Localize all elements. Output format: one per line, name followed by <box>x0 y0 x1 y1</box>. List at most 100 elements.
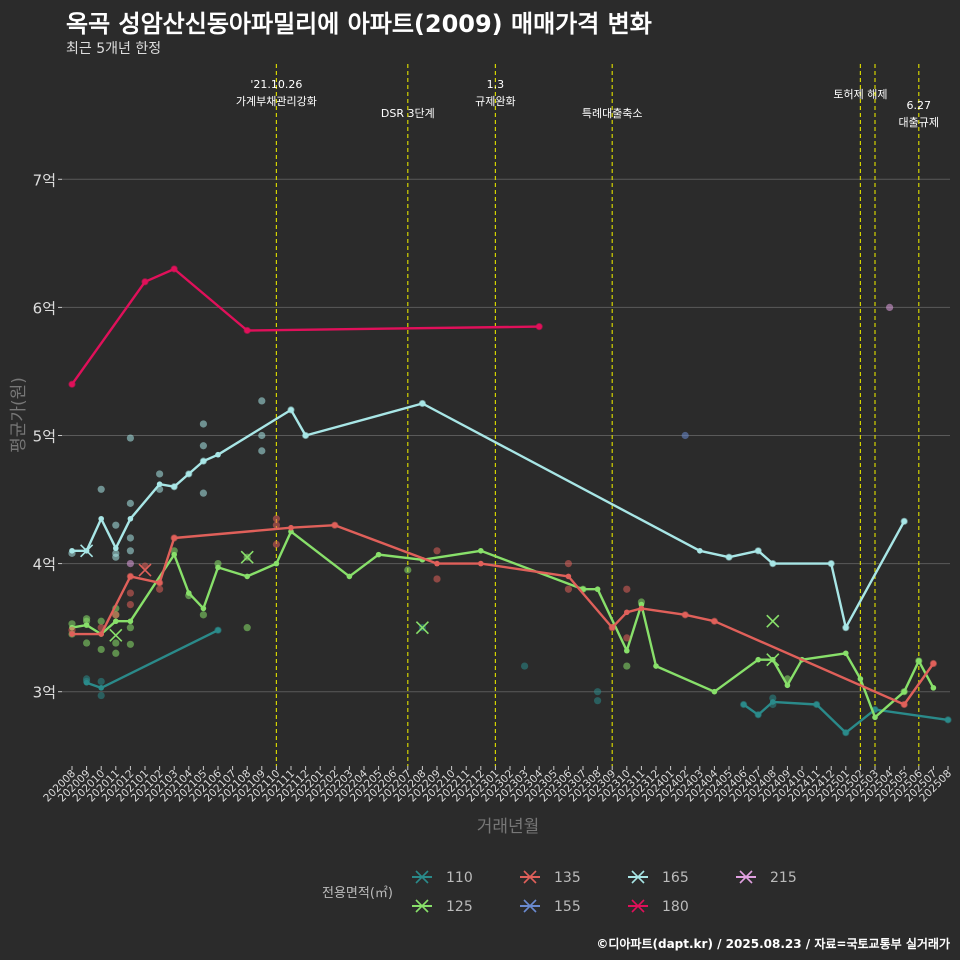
line-point <box>755 656 761 663</box>
event-label: 규제완화 <box>475 95 515 108</box>
event-label: 가계부채관리강화 <box>236 95 317 108</box>
series-line <box>71 530 935 719</box>
legend-item-135: 135 <box>520 870 581 886</box>
line-point <box>478 560 484 567</box>
legend-key-cross <box>415 870 429 884</box>
line-point <box>419 400 426 407</box>
line-point <box>653 663 659 669</box>
line-point <box>113 618 119 625</box>
line-point <box>930 685 937 691</box>
data-point <box>112 639 120 647</box>
line-point <box>244 573 250 580</box>
data-point <box>886 303 894 311</box>
line-point <box>755 711 761 718</box>
line-point <box>872 714 878 721</box>
line-point <box>828 560 834 567</box>
line-point <box>215 564 221 571</box>
data-point <box>272 515 280 523</box>
legend-label: 180 <box>662 899 689 915</box>
line-point <box>565 573 572 580</box>
y-axis-label: 평균가(원) <box>9 377 29 453</box>
data-point <box>83 639 91 647</box>
event-label: 토허제 해제 <box>833 87 887 101</box>
line-point <box>813 701 820 708</box>
line-point <box>98 631 104 637</box>
series-line <box>86 629 219 690</box>
legend-key-cross <box>739 870 753 884</box>
line-point <box>711 688 718 695</box>
legend-label: 110 <box>446 870 473 886</box>
line-point <box>171 551 177 558</box>
line-point <box>156 580 163 586</box>
data-point <box>594 697 602 705</box>
line-point <box>843 650 849 657</box>
line-point <box>98 685 104 691</box>
data-point <box>126 640 134 648</box>
data-point <box>404 566 412 574</box>
legend-item-215: 215 <box>736 870 797 886</box>
legend-item-180: 180 <box>628 899 689 915</box>
legend-items: 110 135 165 215 125 155 180 <box>412 870 797 915</box>
line-point <box>930 660 937 667</box>
legend-key-cross <box>523 870 537 884</box>
data-point <box>97 677 105 686</box>
event-label: 6.27 <box>907 99 932 112</box>
line-point <box>142 278 148 285</box>
line-point <box>127 515 134 522</box>
data-point <box>623 634 631 642</box>
data-point <box>272 521 280 529</box>
event-label: 특례대출축소 <box>582 107 643 120</box>
line-point <box>536 323 542 330</box>
legend-item-110: 110 <box>412 870 473 886</box>
data-point <box>199 420 207 428</box>
cross-marker <box>766 614 780 628</box>
line-point <box>98 515 104 522</box>
line-point <box>113 545 119 552</box>
series-layer <box>68 265 952 737</box>
data-point <box>112 521 120 529</box>
data-point <box>126 600 134 609</box>
series-215 <box>126 303 894 568</box>
legend-key-cross <box>415 899 429 913</box>
line-point <box>171 266 177 272</box>
line-point <box>945 717 951 723</box>
legend-label: 125 <box>446 899 473 915</box>
line-point <box>726 554 732 560</box>
series-line <box>72 402 906 629</box>
line-point <box>901 701 907 708</box>
line-point <box>901 688 907 695</box>
line-point <box>332 522 338 528</box>
legend-key-cross <box>523 899 537 913</box>
data-point <box>97 691 105 700</box>
line-point <box>127 618 134 625</box>
event-label: 1.3 <box>487 78 505 91</box>
y-tick-label: 6억 <box>33 299 56 317</box>
series-180 <box>68 265 543 388</box>
data-point <box>97 485 105 493</box>
line-point <box>171 535 177 541</box>
data-point <box>272 540 280 548</box>
data-point <box>564 559 573 568</box>
chart-subtitle: 최근 5개년 한정 <box>66 41 162 57</box>
grid-layer <box>62 178 950 693</box>
caption: ©디아파트(dapt.kr) / 2025.08.23 / 자료=국토교통부 실… <box>596 937 950 951</box>
line-point <box>901 518 907 525</box>
line-point <box>288 528 294 535</box>
legend-label: 155 <box>554 899 581 915</box>
line-point <box>638 601 645 608</box>
data-point <box>112 649 120 657</box>
line-point <box>215 451 221 458</box>
data-point <box>258 447 266 455</box>
line-point <box>434 560 440 567</box>
line-point <box>609 624 615 631</box>
x-axis-label: 거래년월 <box>477 817 540 837</box>
legend-label: 215 <box>770 870 797 886</box>
data-point <box>112 549 120 557</box>
data-point <box>141 562 149 570</box>
y-tick-label: 5억 <box>33 427 56 445</box>
line-point <box>770 699 776 705</box>
line-point <box>478 547 484 554</box>
line-point <box>916 658 922 664</box>
line-point <box>624 609 630 616</box>
